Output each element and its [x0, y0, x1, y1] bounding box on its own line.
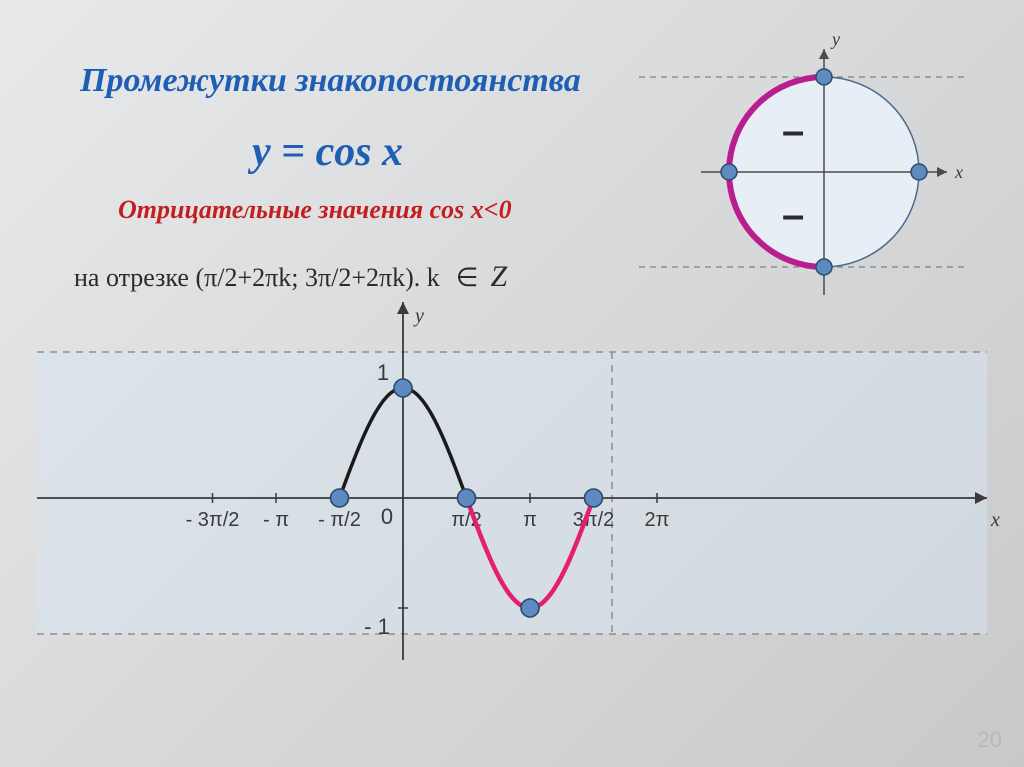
svg-text:- 3π/2: - 3π/2 — [186, 509, 240, 531]
svg-text:x: x — [954, 162, 963, 182]
svg-text:3π/2: 3π/2 — [573, 509, 615, 531]
slide-number: 20 — [978, 727, 1002, 753]
subtitle-formula: y = cos x — [252, 128, 403, 176]
svg-text:x: x — [990, 509, 1000, 531]
unit-circle-diagram: – – x y — [0, 0, 1024, 767]
svg-text:- π: - π — [263, 509, 289, 531]
cosine-plot: - 3π/2 - π - π/2 π/2 π 3π/2 2π 1 - 1 0 y x — [0, 0, 1024, 767]
svg-text:π/2: π/2 — [451, 509, 481, 531]
svg-text:–: – — [782, 109, 804, 153]
svg-text:y: y — [830, 29, 840, 49]
svg-text:y: y — [413, 305, 424, 327]
svg-text:- π/2: - π/2 — [318, 509, 361, 531]
svg-text:1: 1 — [377, 360, 389, 385]
main-title: Промежутки знакопостоянства — [80, 62, 581, 100]
svg-text:- 1: - 1 — [364, 614, 390, 639]
svg-text:–: – — [782, 193, 804, 237]
interval-text: на отрезке (π/2+2πk; 3π/2+2πk). k∈Z — [74, 260, 507, 294]
svg-text:2π: 2π — [645, 509, 670, 531]
svg-text:0: 0 — [381, 504, 393, 529]
condition-text: Отрицательные значения cos x<0 — [118, 195, 512, 225]
svg-text:π: π — [523, 509, 537, 531]
